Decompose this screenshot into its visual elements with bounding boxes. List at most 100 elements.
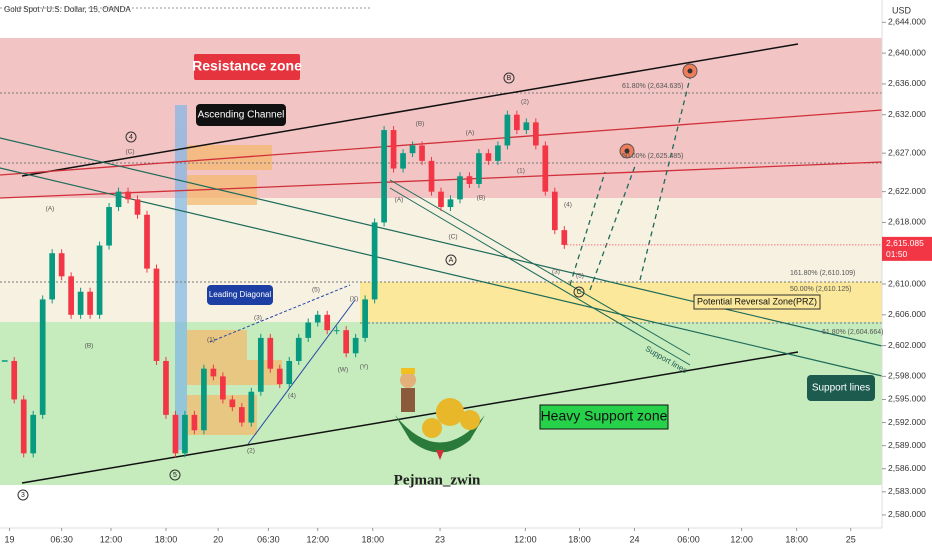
candle <box>532 122 539 146</box>
author: Pejman_zwin <box>394 472 481 488</box>
x-tick-label: 06:00 <box>677 534 700 544</box>
candle <box>542 145 549 192</box>
x-tick-label: 12:00 <box>514 534 537 544</box>
y-tick-label: 2,636.000 <box>888 78 926 88</box>
channel-label: Ascending Channel <box>198 110 285 121</box>
channel-box <box>196 104 286 126</box>
candle <box>153 268 160 361</box>
wave-label: (W) <box>338 367 348 374</box>
wave-label: B <box>507 75 512 82</box>
wave-label: (X) <box>350 296 359 303</box>
prz-label: Potential Reversal Zone(PRZ) <box>697 296 817 306</box>
candle <box>267 337 274 369</box>
candle <box>106 207 112 246</box>
logo <box>395 368 485 460</box>
candle <box>20 399 27 454</box>
candle <box>466 176 473 184</box>
x-tick-label: 23 <box>435 534 445 544</box>
candle <box>229 399 236 408</box>
y-tick-label: 2,583.000 <box>888 486 926 496</box>
candle <box>504 114 511 146</box>
candle <box>485 153 492 161</box>
candle <box>352 337 359 354</box>
candle <box>295 337 302 361</box>
candle <box>400 153 406 169</box>
candle <box>447 199 454 208</box>
wave-label: 5 <box>173 472 177 479</box>
candle <box>182 414 188 454</box>
x-tick-label: 12:00 <box>730 534 753 544</box>
wave-label: (A) <box>46 206 55 213</box>
candle <box>49 253 56 300</box>
wave-label: (5) <box>312 287 320 294</box>
x-tick-label: 18:00 <box>785 534 808 544</box>
wave-circle <box>169 469 181 481</box>
wave-circle <box>573 286 585 298</box>
y-tick-label: 2,586.000 <box>888 463 926 473</box>
heavy-support-label: Heavy Support zone <box>541 408 668 424</box>
candle <box>201 368 207 431</box>
candle <box>286 360 293 385</box>
candle <box>523 122 530 131</box>
x-tick-label: 20 <box>213 534 223 544</box>
wave-label: (4) <box>564 202 572 209</box>
x-tick-label: 06:30 <box>257 534 280 544</box>
candle <box>551 191 558 231</box>
wave-label: 3 <box>21 492 25 499</box>
candle <box>68 276 74 315</box>
y-tick-label: 2,606.000 <box>888 309 926 319</box>
candle <box>276 368 283 385</box>
wave-label: (2) <box>521 99 529 106</box>
wave-circle <box>445 254 457 266</box>
candle <box>438 191 444 208</box>
resistance-box <box>194 54 300 80</box>
fib-label: 50.00% (2,610.125) <box>790 286 852 293</box>
fib-label: 61.80% (2,604.664) <box>822 329 884 336</box>
fib-label: 61.80% (2,634.635) <box>622 83 684 90</box>
x-tick-label: 12:00 <box>100 534 123 544</box>
y-tick-label: 2,580.000 <box>888 509 926 519</box>
prz-box <box>693 294 821 310</box>
support-label: Support lines <box>812 383 870 394</box>
candle <box>514 114 520 131</box>
y-tick-label: 2,592.000 <box>888 417 926 427</box>
wave-circle <box>503 72 515 84</box>
candle <box>11 360 18 400</box>
wave-label: (B) <box>416 121 425 128</box>
fib-lines <box>0 92 882 324</box>
wave-circle <box>17 489 29 501</box>
wave-label: (3) <box>254 315 262 322</box>
wave-label: (B) <box>477 195 486 202</box>
candle <box>371 222 378 300</box>
wave-label: 4 <box>129 134 133 141</box>
wave-label: (3) <box>552 269 560 276</box>
diagonal-box <box>207 285 273 305</box>
candle <box>163 360 169 415</box>
wave-label: (1) <box>207 337 215 344</box>
wave-label: (4) <box>288 393 296 400</box>
candle <box>305 322 312 338</box>
candle <box>125 191 131 200</box>
candle <box>39 299 46 415</box>
wave-label: (C) <box>125 149 134 156</box>
candle <box>409 145 416 154</box>
candle <box>561 230 568 245</box>
wave-label: C <box>576 289 581 296</box>
candle <box>257 337 264 392</box>
y-tick-label: 2,644.000 <box>888 17 926 27</box>
candle <box>314 314 321 323</box>
x-tick-label: 18:00 <box>568 534 591 544</box>
y-tick-label: 2,618.000 <box>888 217 926 227</box>
candle <box>220 376 226 400</box>
support-box <box>807 375 875 401</box>
candle <box>381 130 387 223</box>
candle <box>343 330 350 354</box>
candle <box>428 160 435 192</box>
y-tick-label: 2,595.000 <box>888 394 926 404</box>
resistance-label: Resistance zone <box>192 58 302 74</box>
price-axis <box>882 0 932 550</box>
candle <box>30 414 37 454</box>
candle <box>362 299 368 338</box>
last-price-box <box>882 236 932 261</box>
candle <box>191 414 198 431</box>
